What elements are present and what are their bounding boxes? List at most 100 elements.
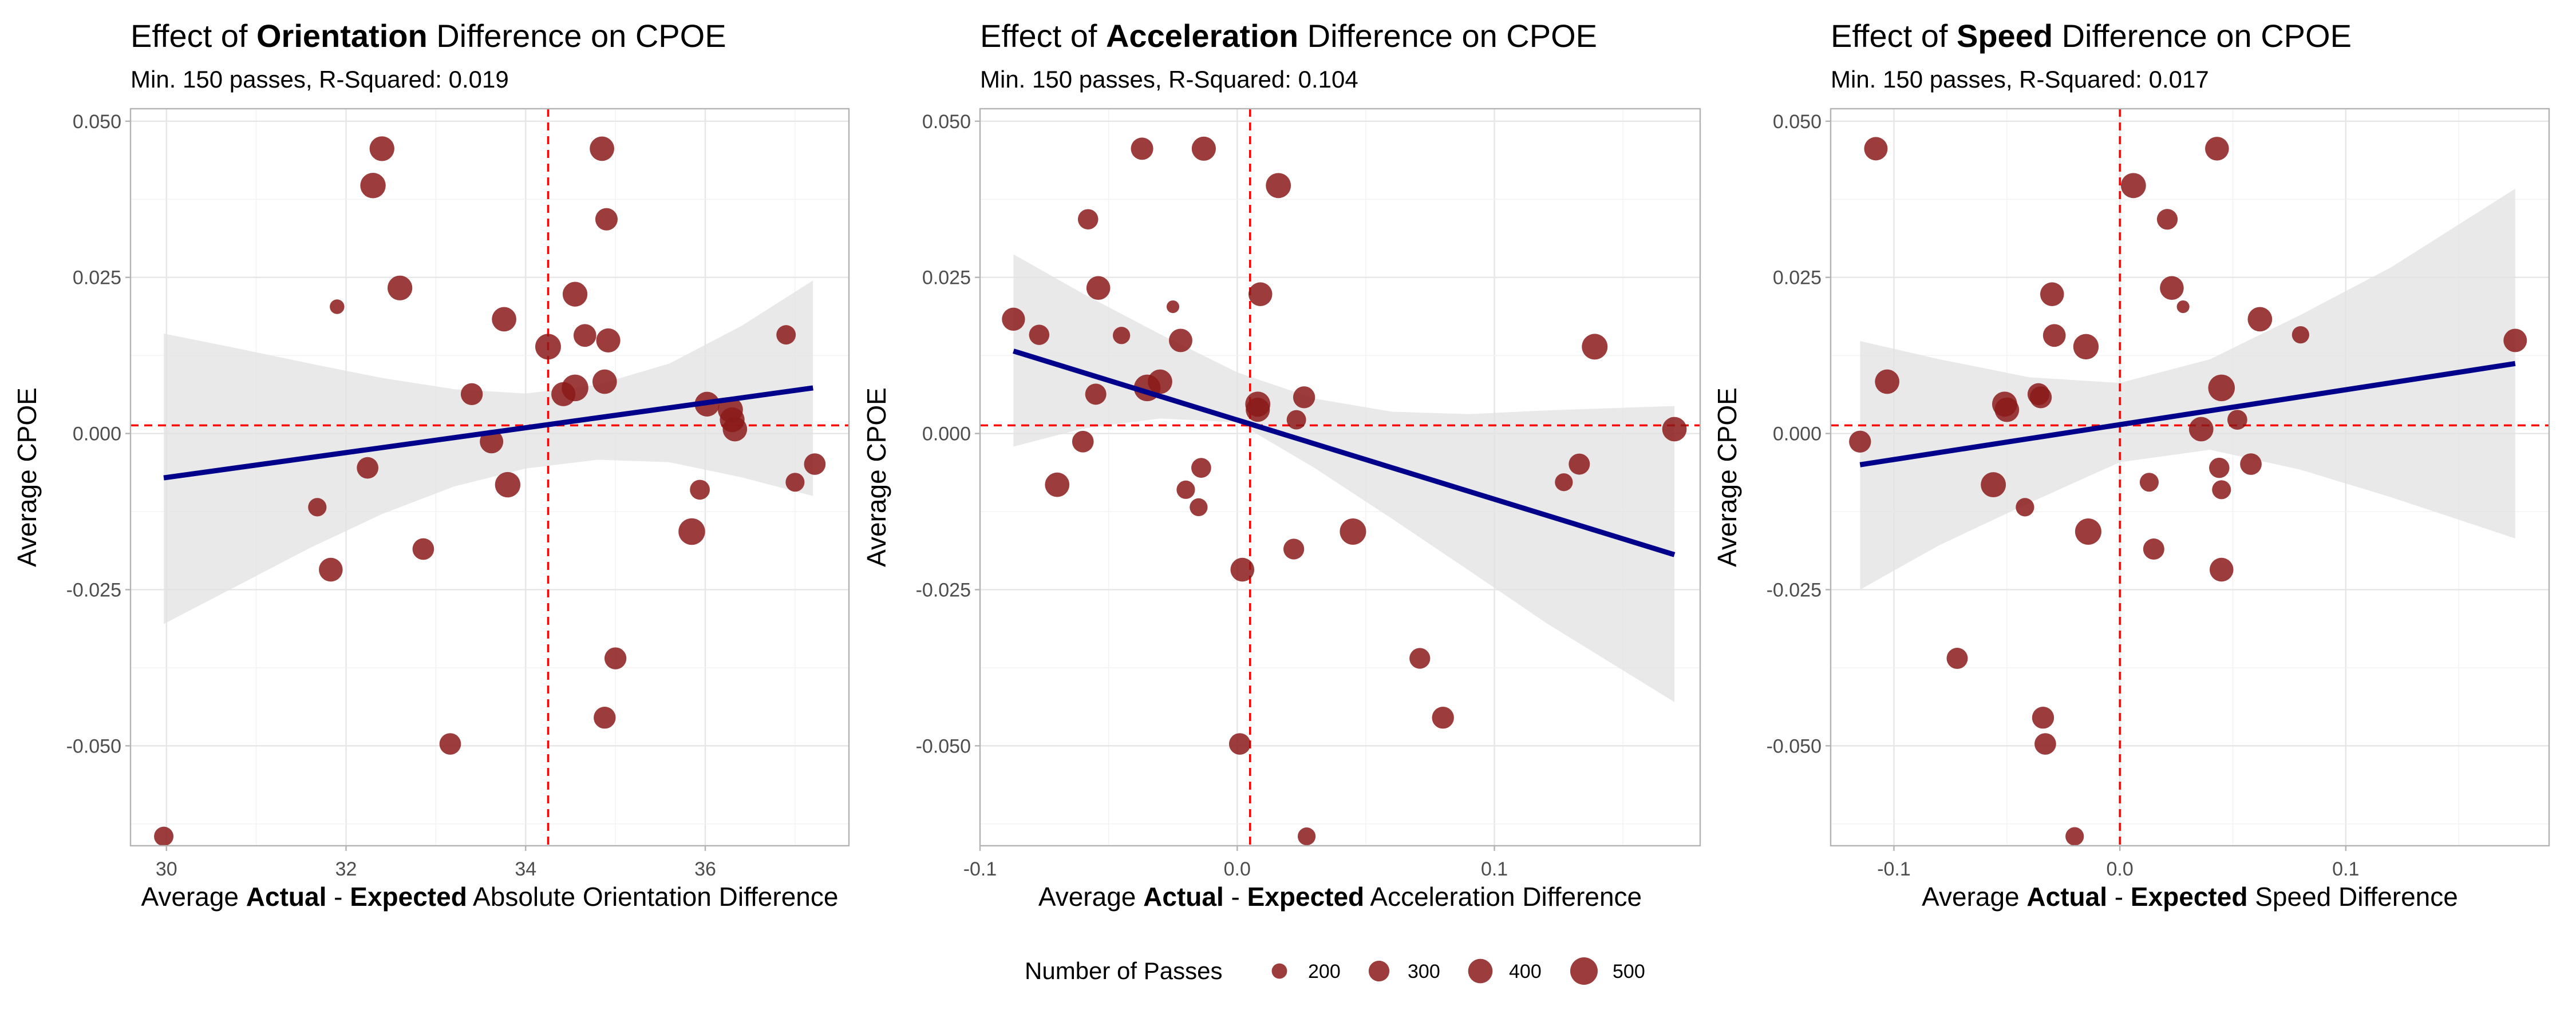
speed-panel: Effect of Speed Difference on CPOE Min. … bbox=[1712, 18, 2550, 912]
data-point bbox=[154, 826, 173, 846]
data-point bbox=[2029, 386, 2052, 409]
y-tick-label: -0.050 bbox=[1767, 735, 1822, 757]
data-point bbox=[2227, 410, 2247, 430]
data-point bbox=[387, 275, 413, 300]
data-point bbox=[804, 453, 826, 475]
data-point bbox=[776, 325, 796, 345]
legend-title: Number of Passes bbox=[1025, 957, 1222, 984]
data-point bbox=[2075, 518, 2101, 545]
data-point bbox=[2205, 137, 2229, 161]
plot-area bbox=[979, 108, 1701, 847]
panel-title: Effect of Speed Difference on CPOE bbox=[1831, 18, 2352, 54]
plot-area bbox=[129, 108, 850, 847]
data-point bbox=[594, 707, 616, 729]
y-tick-label: -0.050 bbox=[916, 735, 971, 757]
axis-ticks: 30 32 34 36 -0.050 -0.025 0.000 0.025 0.050 bbox=[66, 111, 716, 880]
data-point bbox=[1077, 209, 1099, 229]
data-point bbox=[2247, 307, 2273, 332]
data-point bbox=[1286, 410, 1306, 430]
data-point bbox=[412, 538, 434, 560]
regression-line bbox=[1013, 348, 1676, 557]
axis-ticks: -0.1 0.0 0.1 -0.050 -0.025 0.000 0.025 0.050 bbox=[916, 111, 1508, 880]
data-point bbox=[1176, 480, 1195, 499]
y-tick-label: 0.000 bbox=[73, 423, 121, 445]
data-point bbox=[2073, 334, 2099, 360]
legend-key-200 bbox=[1271, 963, 1287, 979]
data-point bbox=[1230, 557, 1255, 582]
legend-label-500: 500 bbox=[1613, 961, 1645, 983]
x-tick-label: 30 bbox=[156, 858, 177, 880]
data-point bbox=[2032, 707, 2055, 729]
panel-subtitle: Min. 150 passes, R-Squared: 0.019 bbox=[131, 66, 509, 93]
panel-border bbox=[1830, 108, 2550, 847]
size-legend: Number of Passes 200 300 400 500 bbox=[1025, 957, 1645, 985]
data-point bbox=[1029, 324, 1050, 345]
y-tick-label: -0.025 bbox=[1767, 579, 1822, 601]
legend-key-300 bbox=[1368, 960, 1390, 982]
x-tick-label: -0.1 bbox=[1877, 858, 1911, 880]
data-point bbox=[1072, 430, 1094, 453]
x-tick-label: 32 bbox=[335, 858, 357, 880]
data-point bbox=[785, 473, 805, 492]
y-tick-label: -0.050 bbox=[66, 735, 121, 757]
x-axis-title: Average Actual - Expected Speed Differen… bbox=[1922, 882, 2458, 912]
data-point bbox=[2209, 557, 2234, 582]
data-point bbox=[690, 480, 710, 500]
data-point bbox=[1875, 369, 1900, 394]
regression-line bbox=[1859, 360, 2516, 468]
y-tick-label: 0.025 bbox=[73, 267, 121, 289]
confidence-band bbox=[1013, 254, 1675, 702]
data-points bbox=[154, 136, 826, 846]
x-tick-label: -0.1 bbox=[963, 858, 997, 880]
data-point bbox=[1131, 137, 1153, 160]
data-point bbox=[2212, 480, 2231, 500]
data-point bbox=[1190, 498, 1208, 517]
x-tick-label: 34 bbox=[515, 858, 536, 880]
legend-label-400: 400 bbox=[1509, 961, 1542, 983]
data-point bbox=[535, 334, 561, 360]
legend-key-400 bbox=[1468, 958, 1493, 984]
panel-title: Effect of Orientation Difference on CPOE bbox=[131, 18, 726, 54]
data-point bbox=[1228, 733, 1251, 755]
data-point bbox=[460, 383, 483, 406]
data-point bbox=[2240, 453, 2262, 475]
panel-subtitle: Min. 150 passes, R-Squared: 0.017 bbox=[1831, 66, 2209, 93]
data-point bbox=[2160, 276, 2184, 300]
data-point bbox=[2188, 417, 2214, 442]
data-point bbox=[357, 457, 378, 479]
data-point bbox=[604, 647, 627, 670]
data-point bbox=[562, 282, 588, 307]
data-point bbox=[2291, 326, 2310, 344]
y-tick-label: 0.000 bbox=[922, 423, 971, 445]
data-point bbox=[1293, 386, 1315, 409]
data-point bbox=[590, 136, 614, 161]
y-axis-title: Average CPOE bbox=[862, 387, 891, 567]
data-point bbox=[2143, 538, 2164, 560]
data-point bbox=[2016, 498, 2034, 517]
data-point bbox=[1166, 300, 1180, 314]
panel-border bbox=[129, 108, 850, 847]
data-point bbox=[2139, 473, 2159, 492]
y-tick-label: 0.025 bbox=[922, 267, 971, 289]
x-tick-label: 0.1 bbox=[2332, 858, 2359, 880]
x-tick-label: 36 bbox=[694, 858, 716, 880]
x-tick-label: 0.1 bbox=[1481, 858, 1508, 880]
data-point bbox=[2120, 173, 2146, 199]
regression-line bbox=[163, 385, 813, 481]
orientation-panel: Effect of Orientation Difference on CPOE… bbox=[12, 18, 850, 912]
axis-ticks: -0.1 0.0 0.1 -0.050 -0.025 0.000 0.025 0.050 bbox=[1767, 111, 2360, 880]
data-point bbox=[1045, 472, 1070, 497]
panel-subtitle: Min. 150 passes, R-Squared: 0.104 bbox=[980, 66, 1358, 93]
data-point bbox=[308, 498, 327, 517]
data-point bbox=[2176, 300, 2190, 314]
legend-label-200: 200 bbox=[1308, 961, 1341, 983]
data-point bbox=[1297, 827, 1316, 846]
data-point bbox=[1246, 398, 1270, 422]
data-point bbox=[1191, 458, 1211, 478]
data-point bbox=[1582, 334, 1608, 360]
data-point bbox=[573, 324, 596, 347]
data-point bbox=[1266, 173, 1291, 199]
data-point bbox=[2040, 282, 2064, 306]
data-point bbox=[1568, 453, 1590, 475]
